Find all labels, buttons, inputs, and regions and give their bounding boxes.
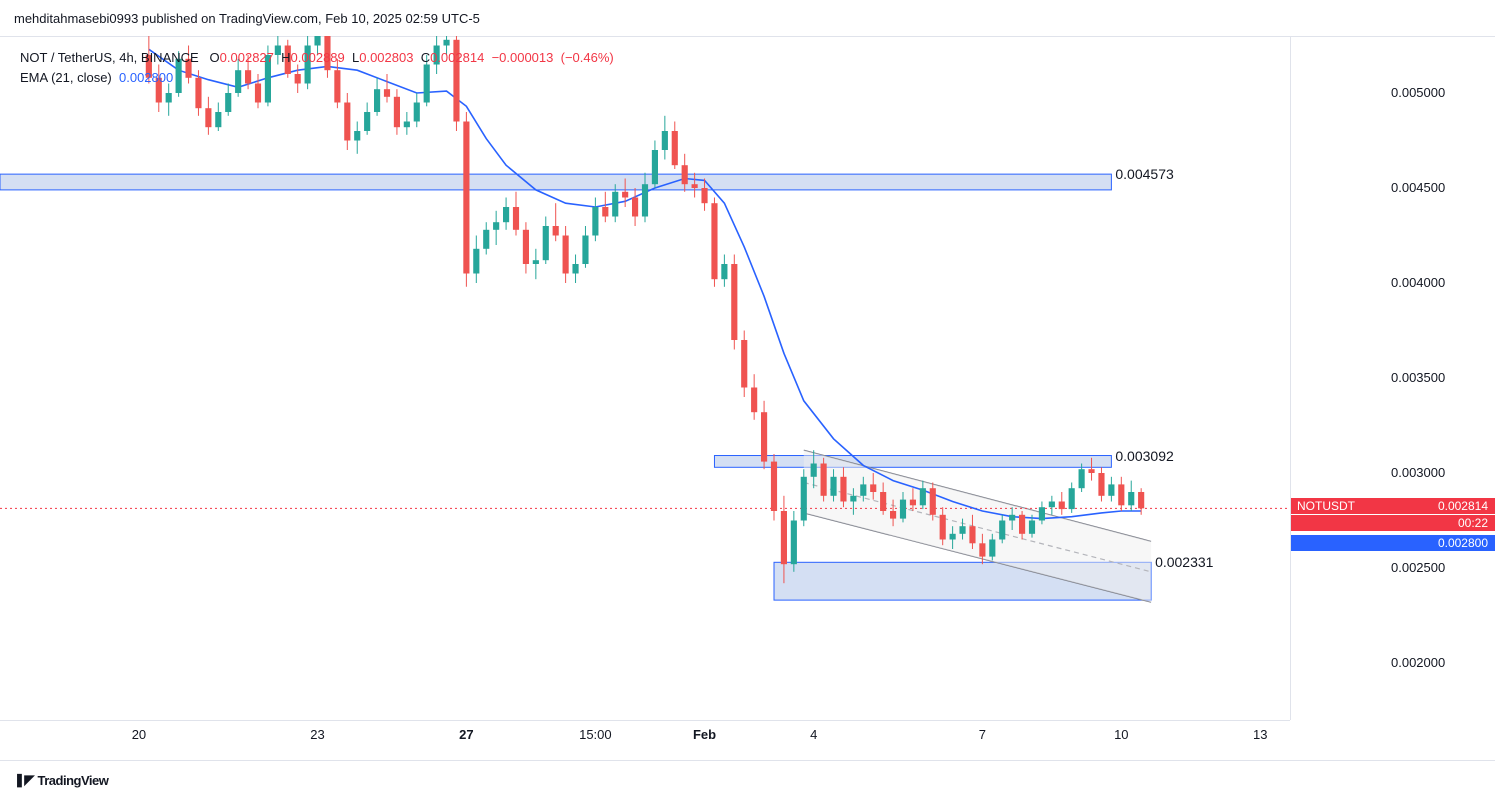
symbol-legend: NOT / TetherUS, 4h, BINANCE O0.002827 H0… [20, 50, 614, 65]
footer: ❚◤ TradingView [0, 760, 1495, 798]
publish-header: mehditahmasebi0993 published on TradingV… [0, 0, 1495, 37]
ohlc-change-pct: (−0.46%) [561, 50, 614, 65]
ohlc-c-value: 0.002814 [430, 50, 484, 65]
price-axis[interactable]: 0.005000 0.004500 0.004000 0.003500 0.003000… [1290, 36, 1495, 720]
indicator-legend: EMA (21, close) 0.002800 [20, 70, 173, 85]
x-tick: 10 [1114, 727, 1128, 742]
y-tick: 0.004000 [1291, 275, 1495, 290]
symbol-label: NOT / TetherUS, 4h, BINANCE [20, 50, 199, 65]
chart-pane[interactable]: NOT / TetherUS, 4h, BINANCE O0.002827 H0… [0, 36, 1290, 720]
tradingview-brand: TradingView [38, 773, 109, 788]
x-tick: 20 [132, 727, 146, 742]
ohlc-h-label: H [281, 50, 290, 65]
x-tick: 13 [1253, 727, 1267, 742]
x-tick: 7 [979, 727, 986, 742]
y-tick: 0.002000 [1291, 655, 1495, 670]
ohlc-o-label: O [210, 50, 220, 65]
x-tick: 27 [459, 727, 473, 742]
price-tag-symbol: NOTUSDT0.002814 [1291, 498, 1495, 514]
x-tick: 23 [310, 727, 324, 742]
ema-value: 0.002800 [119, 70, 173, 85]
ohlc-change-abs: −0.000013 [492, 50, 554, 65]
time-axis[interactable]: 20 23 27 15:00 Feb 4 7 10 13 [0, 720, 1290, 761]
y-tick: 0.003000 [1291, 465, 1495, 480]
y-tick: 0.003500 [1291, 370, 1495, 385]
ohlc-l-value: 0.002803 [359, 50, 413, 65]
y-tick: 0.002500 [1291, 560, 1495, 575]
zone-label: 0.003092 [1115, 448, 1173, 464]
price-tag-ema: 0.002800 [1291, 535, 1495, 551]
x-tick: 15:00 [579, 727, 612, 742]
publish-text: mehditahmasebi0993 published on TradingV… [14, 11, 480, 26]
tradingview-logo-icon: ❚◤ [14, 772, 34, 788]
ohlc-h-value: 0.002889 [291, 50, 345, 65]
ohlc-c-label: C [421, 50, 430, 65]
price-tag-countdown: 00:22 [1291, 515, 1495, 531]
ema-name: EMA (21, close) [20, 70, 112, 85]
x-tick: Feb [693, 727, 716, 742]
y-tick: 0.004500 [1291, 180, 1495, 195]
x-tick: 4 [810, 727, 817, 742]
zone-label: 0.002331 [1155, 554, 1213, 570]
zone-label: 0.004573 [1115, 166, 1173, 182]
y-tick: 0.005000 [1291, 85, 1495, 100]
ohlc-o-value: 0.002827 [220, 50, 274, 65]
